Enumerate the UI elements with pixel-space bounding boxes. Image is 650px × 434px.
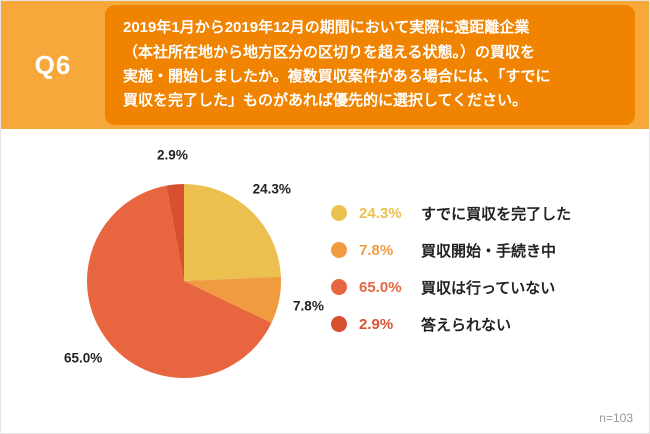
legend-label: 買収は行っていない [421,279,556,297]
legend-percent: 65.0% [359,278,402,296]
header: Q6 2019年1月から2019年12月の期間において実際に遠距離企業 （本社所… [1,1,649,129]
legend-percent: 24.3% [359,204,402,222]
legend-row: 65.0% 買収は行っていない [331,275,571,299]
question-text-line: （本社所在地から地方区分の区切りを超える状態。）の買収を [123,43,536,61]
pie-slice [184,276,281,323]
legend-row: 24.3% すでに買収を完了した [331,201,571,225]
pie-slice-label: 7.8% [293,298,324,314]
legend-row: 2.9% 答えられない [331,312,571,336]
chart-area: 24.3% すでに買収を完了した 7.8% 買収開始・手続き中 65.0% 買収… [1,129,649,433]
legend-label: 買収開始・手続き中 [421,242,557,260]
pie-slice-label: 65.0% [64,350,103,366]
question-text-line: 買収を完了した」ものがあれば優先的に選択してください。 [123,92,528,110]
pie-chart [86,184,281,378]
legend-dot-icon [331,205,347,221]
legend-dot-icon [331,279,347,295]
pie-slice [184,184,281,281]
legend-label: すでに買収を完了した [421,205,572,223]
pie-slice-label: 2.9% [157,147,188,163]
pie-slice [86,185,272,378]
legend: 24.3% すでに買収を完了した 7.8% 買収開始・手続き中 65.0% 買収… [331,201,571,336]
legend-label: 答えられない [421,316,512,334]
pie-slice [166,184,184,281]
legend-dot-icon [331,316,347,332]
legend-percent: 7.8% [359,241,394,259]
pie-slice-label: 24.3% [252,181,291,197]
legend-dot-icon [331,242,347,258]
legend-percent: 2.9% [359,315,394,333]
sample-size-note: n=103 [599,411,633,425]
question-text-line: 実施・開始しましたか。複数買収案件がある場合には、「すでに [123,68,551,85]
legend-row: 7.8% 買収開始・手続き中 [331,238,571,262]
question-box: 2019年1月から2019年12月の期間において実際に遠距離企業 （本社所在地か… [105,5,635,125]
question-text-line: 2019年1月から2019年12月の期間において実際に遠距離企業 [123,19,530,37]
question-number: Q6 [34,49,72,80]
